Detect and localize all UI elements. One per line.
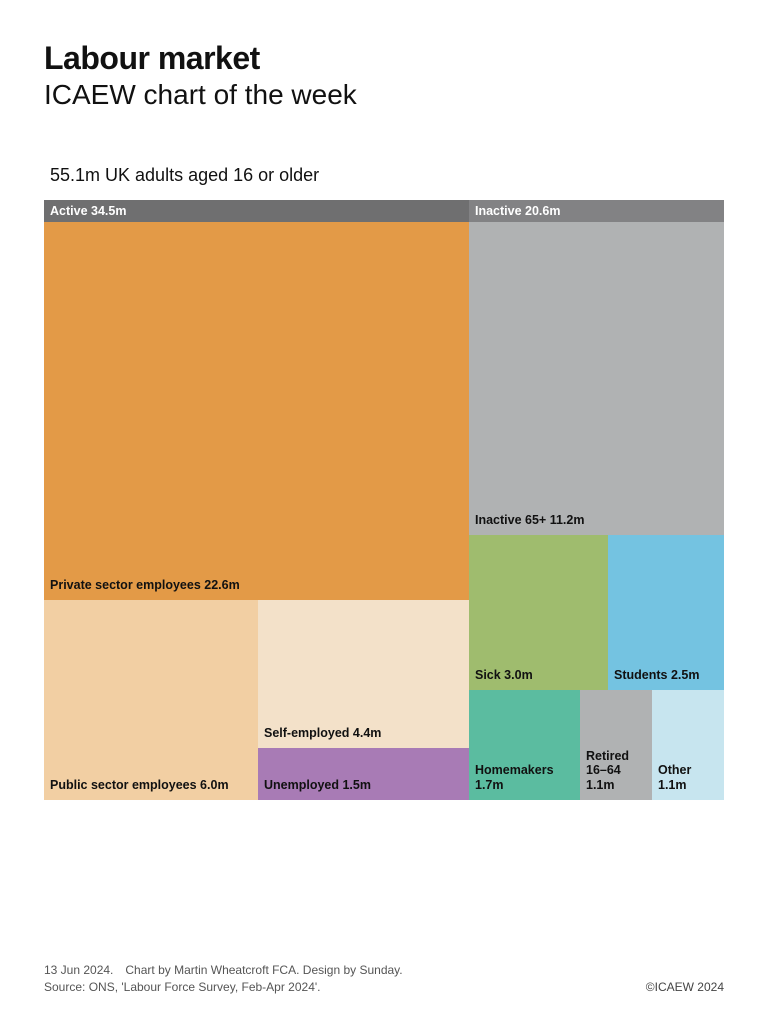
treemap-header-active: Active 34.5m [44, 200, 469, 222]
page-title: Labour market [44, 40, 724, 77]
treemap-cell-self-employed: Self-employed 4.4m [258, 600, 469, 748]
treemap-cell-unemployed: Unemployed 1.5m [258, 748, 469, 800]
treemap-cell-students-label: Students 2.5m [614, 668, 699, 682]
treemap-row-inactive-bot: Homemakers 1.7m Retired 16–64 1.1m Other… [469, 690, 724, 800]
footer-line1: 13 Jun 2024. Chart by Martin Wheatcroft … [44, 962, 403, 979]
treemap-cell-other: Other 1.1m [652, 690, 724, 800]
treemap-col-inactive: Inactive 20.6m Inactive 65+ 11.2m Sick 3… [469, 200, 724, 800]
footer: 13 Jun 2024. Chart by Martin Wheatcroft … [44, 942, 724, 996]
treemap-row-active-bottom: Public sector employees 6.0m Self-employ… [44, 600, 469, 800]
treemap-row-inactive-mid: Sick 3.0m Students 2.5m [469, 535, 724, 690]
treemap: Active 34.5m Private sector employees 22… [44, 200, 724, 800]
treemap-header-inactive: Inactive 20.6m [469, 200, 724, 222]
page-subtitle: ICAEW chart of the week [44, 79, 724, 111]
treemap-cell-sick-label: Sick 3.0m [475, 668, 533, 682]
footer-line2: Source: ONS, 'Labour Force Survey, Feb-A… [44, 979, 403, 996]
treemap-cell-homemakers-label: Homemakers 1.7m [475, 763, 574, 792]
treemap-cell-inactive65: Inactive 65+ 11.2m [469, 222, 724, 535]
treemap-cell-retired: Retired 16–64 1.1m [580, 690, 652, 800]
treemap-cell-retired-label: Retired 16–64 1.1m [586, 749, 646, 792]
footer-right: ©ICAEW 2024 [646, 979, 724, 996]
treemap-header-active-label: Active 34.5m [50, 204, 126, 218]
chart-supertitle: 55.1m UK adults aged 16 or older [50, 165, 724, 186]
treemap-cell-students: Students 2.5m [608, 535, 724, 690]
footer-left: 13 Jun 2024. Chart by Martin Wheatcroft … [44, 962, 403, 996]
treemap-cell-private-label: Private sector employees 22.6m [50, 578, 240, 592]
treemap-header-inactive-label: Inactive 20.6m [475, 204, 560, 218]
treemap-col-active: Active 34.5m Private sector employees 22… [44, 200, 469, 800]
treemap-cell-public-label: Public sector employees 6.0m [50, 778, 229, 792]
treemap-col-active-right: Self-employed 4.4m Unemployed 1.5m [258, 600, 469, 800]
treemap-cell-unemployed-label: Unemployed 1.5m [264, 778, 371, 792]
treemap-cell-self-employed-label: Self-employed 4.4m [264, 726, 381, 740]
treemap-cell-private: Private sector employees 22.6m [44, 222, 469, 600]
treemap-cell-inactive65-label: Inactive 65+ 11.2m [475, 513, 584, 527]
treemap-cell-other-label: Other 1.1m [658, 763, 718, 792]
treemap-cell-sick: Sick 3.0m [469, 535, 608, 690]
treemap-cell-public: Public sector employees 6.0m [44, 600, 258, 800]
treemap-cell-homemakers: Homemakers 1.7m [469, 690, 580, 800]
